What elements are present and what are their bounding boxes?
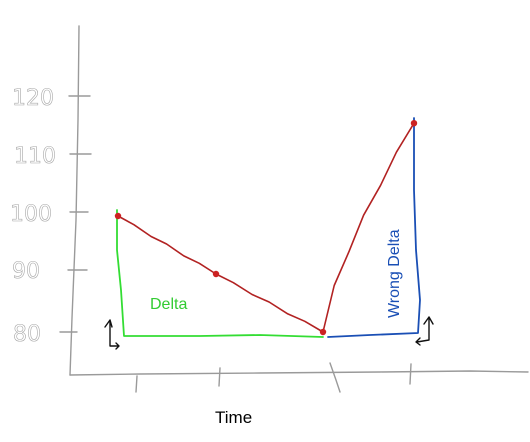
x-tick-marks [135,362,412,393]
series-layer [114,120,418,336]
y-tick-label-80: 80 [13,322,41,347]
data-point-0-1 [212,270,220,278]
up-arrow-icon-right [415,316,434,346]
x-tick-mark-1 [135,375,138,393]
data-point-0-0 [114,212,122,220]
x-tick-mark-3 [329,362,341,393]
y-tick-labels: 120 110 100 90 80 [10,86,57,348]
delta-label: Delta [150,296,187,313]
x-tick-mark-2 [218,367,221,387]
data-point-0-2 [319,328,327,336]
series-line-0 [117,122,415,333]
y-tick-label-100: 100 [10,202,52,227]
up-arrow-icon-left [104,319,120,350]
y-tick-marks [59,95,92,333]
x-axis-label: Time [215,408,252,427]
delta-bracket-line [116,209,324,338]
data-point-0-3 [410,120,418,127]
y-tick-label-110: 110 [14,144,56,169]
wrong-delta-label: Wrong Delta [386,229,403,318]
y-axis [69,25,80,376]
y-tick-label-120: 120 [12,86,54,111]
x-tick-mark-4 [409,363,412,385]
wrong-delta-bracket-line [327,117,421,338]
y-tick-label-90: 90 [12,259,40,284]
x-axis [69,370,529,376]
